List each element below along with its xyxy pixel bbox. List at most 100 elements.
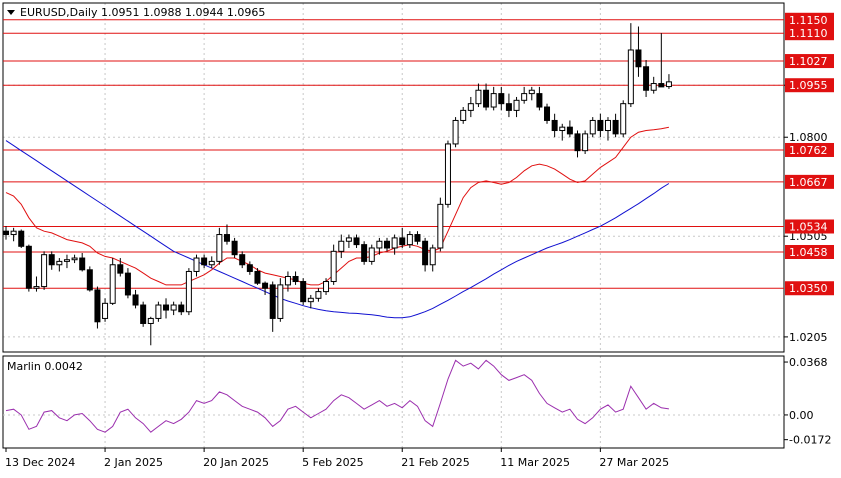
- candle[interactable]: [292, 271, 299, 285]
- candle[interactable]: [330, 244, 337, 285]
- candle[interactable]: [597, 113, 604, 138]
- candle[interactable]: [79, 253, 86, 272]
- candle[interactable]: [323, 278, 330, 295]
- candle[interactable]: [376, 237, 383, 255]
- candle[interactable]: [140, 301, 147, 327]
- candle[interactable]: [437, 197, 444, 252]
- candle[interactable]: [422, 237, 429, 272]
- candle[interactable]: [239, 251, 246, 269]
- candles: [3, 23, 672, 346]
- level-tag-label: 1.1110: [789, 27, 828, 40]
- candle[interactable]: [338, 234, 345, 259]
- candle[interactable]: [102, 298, 109, 322]
- candle[interactable]: [498, 86, 505, 111]
- candle[interactable]: [406, 231, 413, 248]
- candle[interactable]: [124, 268, 131, 299]
- candle[interactable]: [483, 83, 490, 111]
- candle[interactable]: [277, 278, 284, 322]
- candle[interactable]: [513, 96, 520, 118]
- candle[interactable]: [10, 227, 17, 242]
- candle[interactable]: [216, 227, 223, 265]
- indicator-panel-frame: [2, 355, 785, 449]
- candle[interactable]: [109, 258, 116, 306]
- candle-body: [505, 103, 512, 111]
- candle[interactable]: [193, 254, 200, 277]
- candle[interactable]: [223, 224, 230, 245]
- candle[interactable]: [25, 244, 32, 292]
- candle[interactable]: [284, 271, 291, 292]
- candle[interactable]: [262, 281, 269, 295]
- candle[interactable]: [315, 288, 322, 302]
- candle[interactable]: [414, 231, 421, 245]
- candle[interactable]: [163, 298, 170, 319]
- candle[interactable]: [521, 86, 528, 104]
- candle[interactable]: [56, 258, 63, 272]
- candle[interactable]: [33, 276, 40, 292]
- candle[interactable]: [452, 117, 459, 148]
- collapse-triangle-icon[interactable]: [7, 10, 15, 15]
- candle[interactable]: [627, 23, 634, 108]
- candle[interactable]: [63, 254, 70, 269]
- candle-body: [384, 240, 390, 249]
- candle[interactable]: [48, 251, 55, 270]
- level-price-tag: 1.0955: [785, 78, 834, 93]
- candle[interactable]: [551, 113, 558, 138]
- candle[interactable]: [18, 229, 25, 248]
- candle[interactable]: [658, 33, 665, 88]
- candle[interactable]: [345, 234, 352, 248]
- candle[interactable]: [246, 261, 253, 275]
- candle[interactable]: [429, 244, 436, 272]
- candle[interactable]: [254, 268, 261, 285]
- candle[interactable]: [643, 60, 650, 97]
- candle[interactable]: [86, 266, 93, 292]
- candle[interactable]: [94, 286, 101, 329]
- candle[interactable]: [505, 93, 512, 118]
- candle[interactable]: [117, 258, 124, 277]
- candle[interactable]: [178, 301, 185, 316]
- candle[interactable]: [368, 244, 375, 265]
- candle[interactable]: [71, 254, 78, 264]
- candle[interactable]: [544, 103, 551, 124]
- candle[interactable]: [353, 234, 360, 248]
- candle[interactable]: [3, 226, 9, 240]
- candle[interactable]: [559, 123, 566, 141]
- candle-body: [56, 260, 63, 266]
- candle-body: [41, 254, 48, 288]
- candle[interactable]: [665, 74, 672, 89]
- candle[interactable]: [132, 289, 139, 309]
- candle[interactable]: [566, 120, 573, 138]
- candle[interactable]: [307, 294, 314, 309]
- candle[interactable]: [185, 268, 192, 316]
- candle[interactable]: [231, 237, 238, 259]
- candle[interactable]: [201, 254, 208, 269]
- candle[interactable]: [460, 107, 467, 124]
- candle[interactable]: [300, 278, 307, 306]
- candle[interactable]: [399, 227, 406, 248]
- candle[interactable]: [582, 130, 589, 155]
- candle[interactable]: [361, 241, 368, 265]
- candle[interactable]: [384, 237, 390, 252]
- symbol-ohlc-label: EURUSD,Daily 1.0951 1.0988 1.0944 1.0965: [20, 6, 265, 19]
- candle[interactable]: [490, 86, 497, 111]
- candle[interactable]: [170, 301, 177, 316]
- candle[interactable]: [620, 100, 627, 138]
- candle[interactable]: [41, 251, 48, 290]
- candle[interactable]: [444, 140, 451, 208]
- candle[interactable]: [589, 117, 596, 138]
- candle[interactable]: [536, 86, 543, 111]
- candle[interactable]: [650, 76, 657, 94]
- candle[interactable]: [208, 256, 215, 269]
- candle[interactable]: [635, 26, 642, 77]
- candle[interactable]: [467, 96, 474, 118]
- candle[interactable]: [147, 316, 154, 346]
- candle[interactable]: [604, 117, 611, 141]
- candle[interactable]: [391, 234, 398, 255]
- candle[interactable]: [574, 130, 581, 158]
- candle[interactable]: [475, 83, 482, 108]
- candle[interactable]: [269, 281, 276, 332]
- candle[interactable]: [528, 86, 535, 101]
- candle[interactable]: [612, 113, 619, 138]
- candle[interactable]: [155, 301, 162, 322]
